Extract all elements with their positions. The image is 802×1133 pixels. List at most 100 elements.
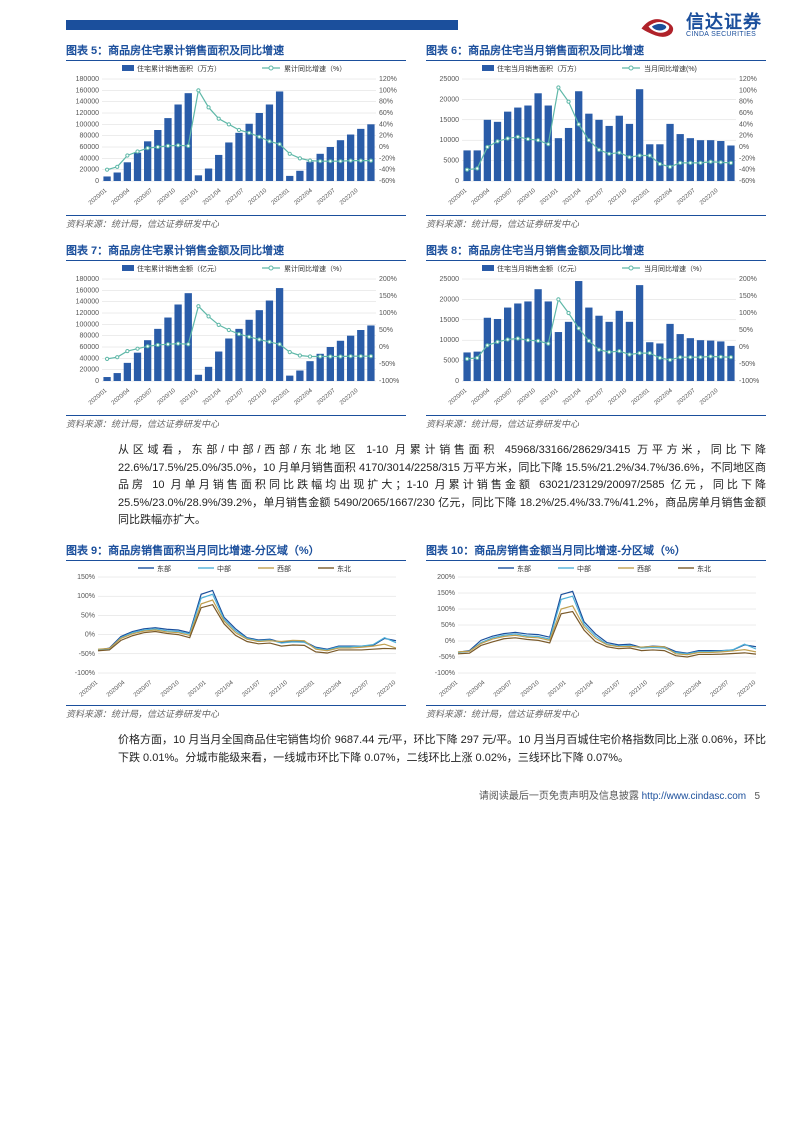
svg-text:东部: 东部	[517, 564, 531, 573]
svg-text:2021/04: 2021/04	[214, 679, 235, 698]
logo-en: CINDA SECURITIES	[686, 31, 762, 38]
svg-text:2021/07: 2021/07	[225, 188, 246, 207]
svg-text:住宅当月销售面积（万方）: 住宅当月销售面积（万方）	[497, 64, 581, 73]
svg-text:2022/07: 2022/07	[350, 679, 371, 698]
svg-text:累计同比增速（%）: 累计同比增速（%）	[284, 64, 346, 73]
chart-canvas: 东部中部西部东北-100%-50%0%50%100%150%200%2020/0…	[426, 563, 766, 703]
svg-text:140000: 140000	[76, 299, 99, 306]
svg-text:20000: 20000	[80, 367, 100, 374]
svg-text:2021/04: 2021/04	[562, 388, 583, 407]
svg-text:2020/07: 2020/07	[133, 679, 154, 698]
svg-text:中部: 中部	[577, 564, 591, 573]
svg-text:200%: 200%	[739, 276, 757, 283]
svg-text:2021/10: 2021/10	[608, 388, 629, 407]
chart-source: 资料来源：统计局，信达证券研发中心	[66, 415, 406, 430]
svg-text:100%: 100%	[437, 606, 455, 613]
svg-text:2022/04: 2022/04	[653, 388, 674, 407]
svg-text:-60%: -60%	[379, 178, 395, 185]
svg-text:2020/07: 2020/07	[494, 388, 515, 407]
svg-text:100000: 100000	[76, 121, 99, 128]
svg-text:150%: 150%	[437, 590, 455, 597]
svg-text:120000: 120000	[76, 110, 99, 117]
svg-text:2022/04: 2022/04	[323, 679, 344, 698]
svg-text:50%: 50%	[441, 622, 455, 629]
svg-text:2020/01: 2020/01	[448, 188, 469, 207]
chart-5: 图表 5：商品房住宅累计销售面积及同比增速 住宅累计销售面积（万方）累计同比增速…	[66, 42, 406, 230]
svg-text:60000: 60000	[80, 144, 100, 151]
chart-10: 图表 10：商品房销售金额当月同比增速-分区域（%） 东部中部西部东北-100%…	[426, 542, 766, 720]
chart-title: 图表 10：商品房销售金额当月同比增速-分区域（%）	[426, 542, 766, 561]
svg-text:2022/01: 2022/01	[296, 679, 317, 698]
svg-text:2022/01: 2022/01	[271, 388, 292, 407]
svg-text:-100%: -100%	[435, 670, 455, 677]
svg-text:0%: 0%	[445, 638, 455, 645]
svg-text:2020/04: 2020/04	[471, 188, 492, 207]
svg-text:20%: 20%	[739, 133, 753, 140]
svg-text:2020/04: 2020/04	[466, 679, 487, 698]
svg-text:0%: 0%	[379, 344, 389, 351]
svg-text:50%: 50%	[81, 612, 95, 619]
svg-text:15000: 15000	[440, 317, 460, 324]
svg-text:50%: 50%	[739, 327, 753, 334]
svg-text:-20%: -20%	[739, 155, 755, 162]
svg-text:住宅累计销售金额（亿元）: 住宅累计销售金额（亿元）	[137, 264, 221, 273]
svg-text:2022/04: 2022/04	[653, 188, 674, 207]
company-logo: 信达证券 CINDA SECURITIES	[638, 10, 762, 40]
svg-text:80000: 80000	[80, 133, 100, 140]
svg-text:2021/10: 2021/10	[248, 388, 269, 407]
svg-text:2021/01: 2021/01	[179, 388, 200, 407]
svg-text:-100%: -100%	[75, 670, 95, 677]
svg-text:180000: 180000	[76, 76, 99, 83]
svg-text:2022/07: 2022/07	[676, 188, 697, 207]
chart-9: 图表 9：商品房销售面积当月同比增速-分区域（%） 东部中部西部东北-100%-…	[66, 542, 406, 720]
page-number: 5	[754, 791, 760, 802]
svg-text:120%: 120%	[379, 76, 397, 83]
chart-7: 图表 7：商品房住宅累计销售金额及同比增速 住宅累计销售金额（亿元）累计同比增速…	[66, 242, 406, 430]
svg-text:2020/07: 2020/07	[494, 188, 515, 207]
svg-text:2022/04: 2022/04	[293, 188, 314, 207]
svg-text:50%: 50%	[379, 327, 393, 334]
svg-text:住宅当月销售金额（亿元）: 住宅当月销售金额（亿元）	[497, 264, 581, 273]
svg-text:2020/07: 2020/07	[493, 679, 514, 698]
svg-text:2021/01: 2021/01	[539, 188, 560, 207]
svg-text:60000: 60000	[80, 344, 100, 351]
svg-text:160000: 160000	[76, 87, 99, 94]
svg-text:-100%: -100%	[379, 378, 399, 385]
svg-text:25000: 25000	[440, 276, 460, 283]
svg-text:2020/10: 2020/10	[160, 679, 181, 698]
svg-text:100%: 100%	[77, 593, 95, 600]
svg-text:2021/07: 2021/07	[241, 679, 262, 698]
svg-text:20%: 20%	[379, 133, 393, 140]
svg-text:2022/07: 2022/07	[316, 388, 337, 407]
svg-text:2021/07: 2021/07	[585, 388, 606, 407]
chart-canvas: 住宅累计销售金额（亿元）累计同比增速（%）0200004000060000800…	[66, 263, 406, 413]
svg-text:0: 0	[95, 378, 99, 385]
svg-text:140000: 140000	[76, 99, 99, 106]
svg-text:10000: 10000	[440, 337, 460, 344]
svg-text:2020/10: 2020/10	[516, 388, 537, 407]
svg-text:2020/01: 2020/01	[448, 388, 469, 407]
svg-text:2022/10: 2022/10	[699, 388, 720, 407]
chart-8: 图表 8：商品房住宅当月销售金额及同比增速 住宅当月销售金额（亿元）当月同比增速…	[426, 242, 766, 430]
svg-text:100%: 100%	[739, 310, 757, 317]
svg-text:2020/04: 2020/04	[111, 188, 132, 207]
svg-text:2022/04: 2022/04	[293, 388, 314, 407]
svg-text:180000: 180000	[76, 276, 99, 283]
svg-text:150%: 150%	[379, 293, 397, 300]
chart-canvas: 住宅当月销售金额（亿元）当月同比增速（%）0500010000150002000…	[426, 263, 766, 413]
svg-text:2022/10: 2022/10	[339, 388, 360, 407]
svg-text:-50%: -50%	[739, 361, 755, 368]
page-footer: 请阅读最后一页免责声明及信息披露 http://www.cindasc.com …	[66, 787, 766, 802]
chart-source: 资料来源：统计局，信达证券研发中心	[426, 415, 766, 430]
svg-text:东北: 东北	[337, 564, 351, 573]
svg-text:5000: 5000	[443, 358, 459, 365]
footer-link[interactable]: http://www.cindasc.com	[642, 791, 746, 802]
svg-text:2020/10: 2020/10	[156, 388, 177, 407]
chart-source: 资料来源：统计局，信达证券研发中心	[426, 215, 766, 230]
svg-text:40%: 40%	[739, 121, 753, 128]
svg-text:40%: 40%	[379, 121, 393, 128]
svg-text:120000: 120000	[76, 310, 99, 317]
svg-text:150%: 150%	[739, 293, 757, 300]
svg-text:60%: 60%	[379, 110, 393, 117]
svg-text:200%: 200%	[379, 276, 397, 283]
